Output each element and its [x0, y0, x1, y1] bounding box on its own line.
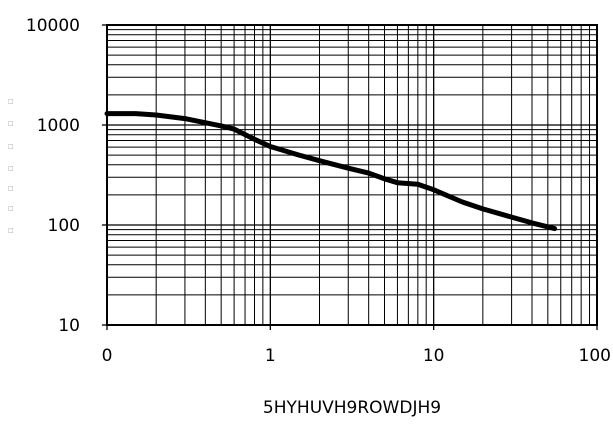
y-tick-labels: 10 100 1000 10000	[26, 16, 80, 336]
x-tick-label: 1	[265, 346, 276, 366]
series-line-1	[104, 111, 558, 232]
series-layer	[104, 111, 558, 232]
side-mark: □	[8, 143, 14, 150]
y-tick-label: 10	[58, 316, 80, 336]
y-tick-label: 10000	[26, 16, 80, 36]
side-mark: □	[8, 98, 14, 105]
side-mark: □	[8, 205, 14, 212]
plot-frame	[106, 24, 598, 326]
x-tick-label: 10	[423, 346, 445, 366]
y-tick-label: 1000	[37, 116, 80, 136]
side-mark: □	[8, 165, 14, 172]
side-mark: □	[8, 227, 14, 234]
side-mark: □	[8, 120, 14, 127]
grid	[102, 24, 598, 330]
x-axis-title: 5HYHUVH9ROWDJH9	[263, 398, 441, 418]
side-mark: □	[8, 185, 14, 192]
x-tick-label: 100	[579, 346, 611, 366]
side-marks: □ □ □ □ □ □ □	[8, 98, 14, 234]
y-tick-label: 100	[48, 216, 80, 236]
x-tick-label: 0	[102, 346, 113, 366]
x-tick-labels: 0 1 10 100	[102, 346, 611, 366]
